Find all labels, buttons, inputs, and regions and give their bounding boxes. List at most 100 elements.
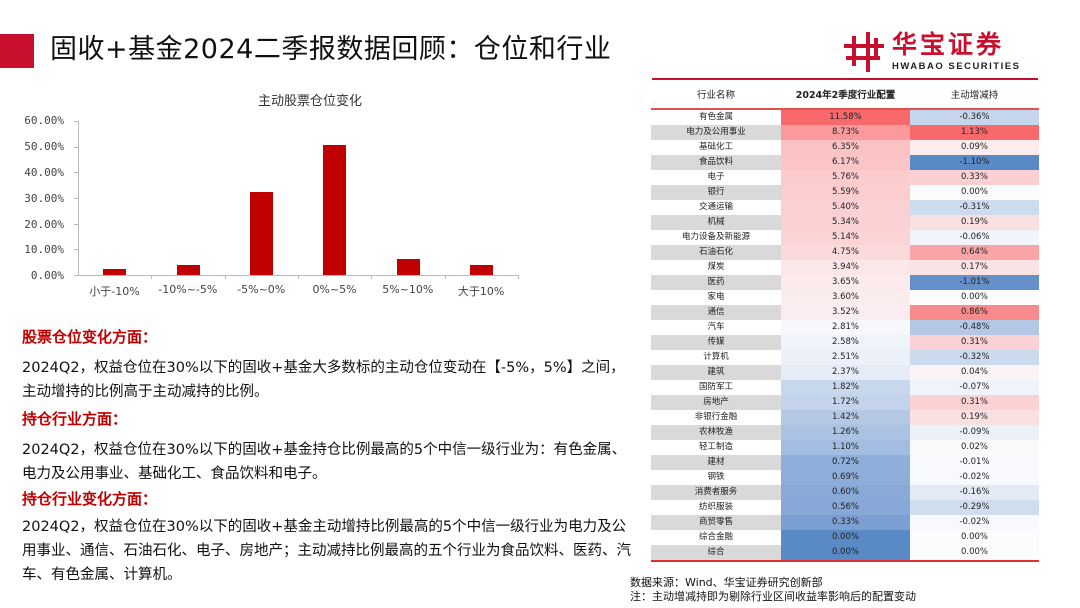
active-change-cell: 0.19%	[910, 410, 1039, 425]
active-change-cell: 0.33%	[910, 170, 1039, 185]
table-row: 电力及公用事业 8.73% 1.13%	[651, 125, 1039, 140]
allocation-cell: 0.00%	[781, 530, 910, 545]
active-change-cell: 0.00%	[910, 290, 1039, 305]
allocation-cell: 2.58%	[781, 335, 910, 350]
allocation-cell: 2.81%	[781, 320, 910, 335]
industry-name-cell: 电力设备及新能源	[651, 230, 781, 245]
industry-name-cell: 农林牧渔	[651, 425, 781, 440]
industry-name-cell: 计算机	[651, 350, 781, 365]
active-change-cell: -0.36%	[910, 110, 1039, 125]
page-title: 固收+基金2024二季报数据回顾：仓位和行业	[50, 34, 612, 65]
table-row: 通信 3.52% 0.86%	[651, 305, 1039, 320]
allocation-cell: 4.75%	[781, 245, 910, 260]
active-change-cell: 0.31%	[910, 395, 1039, 410]
section-heading-position: 股票仓位变化方面：	[22, 328, 158, 346]
x-tick-label: 0%~5%	[312, 283, 357, 296]
x-tick-label: -5%~0%	[237, 283, 286, 296]
active-change-cell: 0.31%	[910, 335, 1039, 350]
allocation-cell: 0.33%	[781, 515, 910, 530]
header-industry-name: 行业名称	[696, 90, 735, 101]
industry-name-cell: 建筑	[651, 365, 781, 380]
allocation-cell: 1.26%	[781, 425, 910, 440]
y-tick-mark	[74, 275, 78, 276]
x-tick-mark	[371, 275, 373, 279]
industry-name-cell: 建材	[651, 455, 781, 470]
active-change-cell: 0.64%	[910, 245, 1039, 260]
allocation-cell: 3.65%	[781, 275, 910, 290]
table-row: 计算机 2.51% -0.32%	[651, 350, 1039, 365]
paragraph-industry-change: 2024Q2，权益仓位在30%以下的固收+基金主动增持比例最高的5个中信一级行业…	[22, 519, 631, 583]
y-tick: 60.00%	[24, 114, 64, 127]
company-logo: 华宝证券 HWABAO SECURITIES	[842, 30, 1038, 76]
hwabao-logo-icon	[844, 32, 884, 72]
allocation-cell: 5.14%	[781, 230, 910, 245]
allocation-cell: 0.56%	[781, 500, 910, 515]
header-allocation: 2024年2季度行业配置	[795, 90, 896, 101]
industry-name-cell: 电力及公用事业	[651, 125, 781, 140]
industry-name-cell: 有色金属	[651, 110, 781, 125]
y-tick: 10.00%	[24, 243, 64, 256]
allocation-cell: 5.34%	[781, 215, 910, 230]
allocation-cell: 0.72%	[781, 455, 910, 470]
allocation-cell: 1.72%	[781, 395, 910, 410]
table-row: 医药 3.65% -1.01%	[651, 275, 1039, 290]
active-change-cell: 1.13%	[910, 125, 1039, 140]
table-row: 煤炭 3.94% 0.17%	[651, 260, 1039, 275]
y-tick: 50.00%	[24, 140, 64, 153]
x-tick-mark	[444, 275, 446, 279]
table-row: 综合金融 0.00% 0.00%	[651, 530, 1039, 545]
chart-title: 主动股票仓位变化	[257, 94, 362, 109]
bar	[323, 145, 347, 275]
industry-name-cell: 商贸零售	[651, 515, 781, 530]
industry-name-cell: 煤炭	[651, 260, 781, 275]
active-change-cell: -0.48%	[910, 320, 1039, 335]
x-tick-mark	[518, 275, 519, 279]
active-change-cell: 0.00%	[910, 545, 1039, 560]
allocation-cell: 6.35%	[781, 140, 910, 155]
industry-allocation-table: 行业名称 2024年2季度行业配置 主动增减持 有色金属 11.58% -0.36%…	[651, 80, 1039, 562]
allocation-cell: 1.10%	[781, 440, 910, 455]
y-tick-mark	[74, 198, 78, 199]
active-change-cell: -0.01%	[910, 455, 1039, 470]
industry-name-cell: 基础化工	[651, 140, 781, 155]
allocation-cell: 5.59%	[781, 185, 910, 200]
industry-name-cell: 消费者服务	[651, 485, 781, 500]
x-tick-label: 小于-10%	[89, 285, 140, 298]
active-change-cell: -1.01%	[910, 275, 1039, 290]
active-change-cell: 0.00%	[910, 530, 1039, 545]
table-row: 机械 5.34% 0.19%	[651, 215, 1039, 230]
bar	[249, 191, 273, 275]
industry-name-cell: 传媒	[651, 335, 781, 350]
table-row: 国防军工 1.82% -0.07%	[651, 380, 1039, 395]
y-tick-mark	[74, 249, 78, 251]
allocation-cell: 3.52%	[781, 305, 910, 320]
title-accent-block	[0, 34, 34, 68]
table-row: 农林牧渔 1.26% -0.09%	[651, 425, 1039, 440]
y-tick-mark	[74, 223, 78, 225]
header-divider	[652, 78, 1038, 80]
x-tick-mark	[151, 275, 153, 279]
table-row: 银行 5.59% 0.00%	[651, 185, 1039, 200]
allocation-cell: 3.60%	[781, 290, 910, 305]
paragraph-position: 2024Q2，权益仓位在30%以下的固收+基金大多数标的主动仓位变动在【-5%，…	[22, 360, 625, 400]
bar	[176, 264, 200, 275]
table-row: 电力设备及新能源 5.14% -0.06%	[651, 230, 1039, 245]
industry-name-cell: 银行	[651, 185, 781, 200]
table-bottom-border	[651, 560, 1039, 562]
allocation-cell: 1.42%	[781, 410, 910, 425]
industry-name-cell: 医药	[651, 275, 781, 290]
active-change-cell: -1.10%	[910, 155, 1039, 170]
industry-name-cell: 交通运输	[651, 200, 781, 215]
x-tick-mark	[298, 275, 299, 279]
header-active-change: 主动增减持	[950, 90, 999, 101]
source-notes: 数据来源：Wind、华宝证券研究创新部 注：主动增减持即为剔除行业区间收益率影响…	[630, 576, 916, 604]
position-change-bar-chart: 主动股票仓位变化 0.00% 10.00% 20.00% 30.00% 40.0…	[20, 85, 600, 305]
active-change-cell: -0.31%	[910, 200, 1039, 215]
table-row: 电子 5.76% 0.33%	[651, 170, 1039, 185]
allocation-cell: 2.51%	[781, 350, 910, 365]
industry-name-cell: 石油石化	[651, 245, 781, 260]
y-tick: 30.00%	[24, 192, 64, 205]
table-row: 房地产 1.72% 0.31%	[651, 395, 1039, 410]
y-tick: 20.00%	[24, 218, 64, 231]
table-row: 传媒 2.58% 0.31%	[651, 335, 1039, 350]
